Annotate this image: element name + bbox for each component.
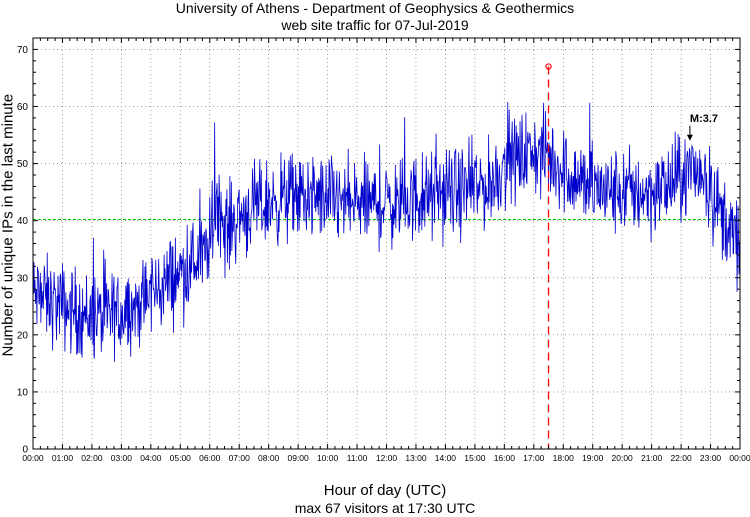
x-tick-label: 18:00 [553, 453, 575, 463]
x-tick-label: 04:00 [140, 453, 162, 463]
x-tick-label: 09:00 [287, 453, 309, 463]
y-tick-label: 0 [22, 445, 28, 456]
annotation-arrowhead [686, 134, 693, 141]
x-tick-label: 15:00 [464, 453, 486, 463]
x-tick-label: 23:00 [700, 453, 722, 463]
x-tick-label: 22:00 [670, 453, 692, 463]
max-summary-label: max 67 visitors at 17:30 UTC [294, 500, 476, 516]
x-tick-label: 20:00 [612, 453, 634, 463]
y-tick-label: 70 [17, 45, 29, 56]
grid-lines [33, 38, 740, 449]
x-tick-label: 14:00 [435, 453, 457, 463]
x-tick-label: 01:00 [52, 453, 74, 463]
x-tick-label: 00:00 [729, 453, 750, 463]
y-tick-label: 20 [17, 330, 29, 341]
x-tick-label: 03:00 [111, 453, 133, 463]
x-tick-label: 02:00 [81, 453, 103, 463]
x-tick-label: 21:00 [641, 453, 663, 463]
x-tick-label: 10:00 [317, 453, 339, 463]
x-tick-label: 12:00 [376, 453, 398, 463]
x-tick-label: 16:00 [494, 453, 516, 463]
x-tick-label: 19:00 [582, 453, 604, 463]
chart-subtitle: web site traffic for 07-Jul-2019 [281, 17, 469, 33]
x-tick-label: 00:00 [22, 453, 44, 463]
x-tick-label: 17:00 [523, 453, 545, 463]
y-tick-label: 30 [17, 273, 29, 284]
x-tick-label: 05:00 [170, 453, 192, 463]
y-axis-label: Number of unique IPs in the last minute [0, 93, 17, 357]
annotation-label: M:3.7 [690, 113, 718, 125]
y-tick-label: 40 [17, 216, 29, 227]
x-tick-label: 08:00 [258, 453, 280, 463]
x-tick-label: 07:00 [229, 453, 251, 463]
chart-title: University of Athens - Department of Geo… [175, 0, 575, 16]
y-tick-label: 60 [17, 102, 29, 113]
axis-ticks: 00:00 01:00 02:00 03:00 04:00 05:00 06:00 07:00… [17, 38, 750, 463]
x-tick-label: 13:00 [405, 453, 427, 463]
max-marker-point [545, 63, 552, 70]
x-tick-label: 11:00 [347, 453, 368, 463]
x-tick-label: 06:00 [199, 453, 221, 463]
plot-frame [32, 37, 741, 450]
x-axis-label: Hour of day (UTC) [323, 482, 447, 499]
y-tick-label: 10 [17, 387, 29, 398]
y-tick-label: 50 [17, 159, 29, 170]
traffic-series-line [32, 101, 741, 362]
